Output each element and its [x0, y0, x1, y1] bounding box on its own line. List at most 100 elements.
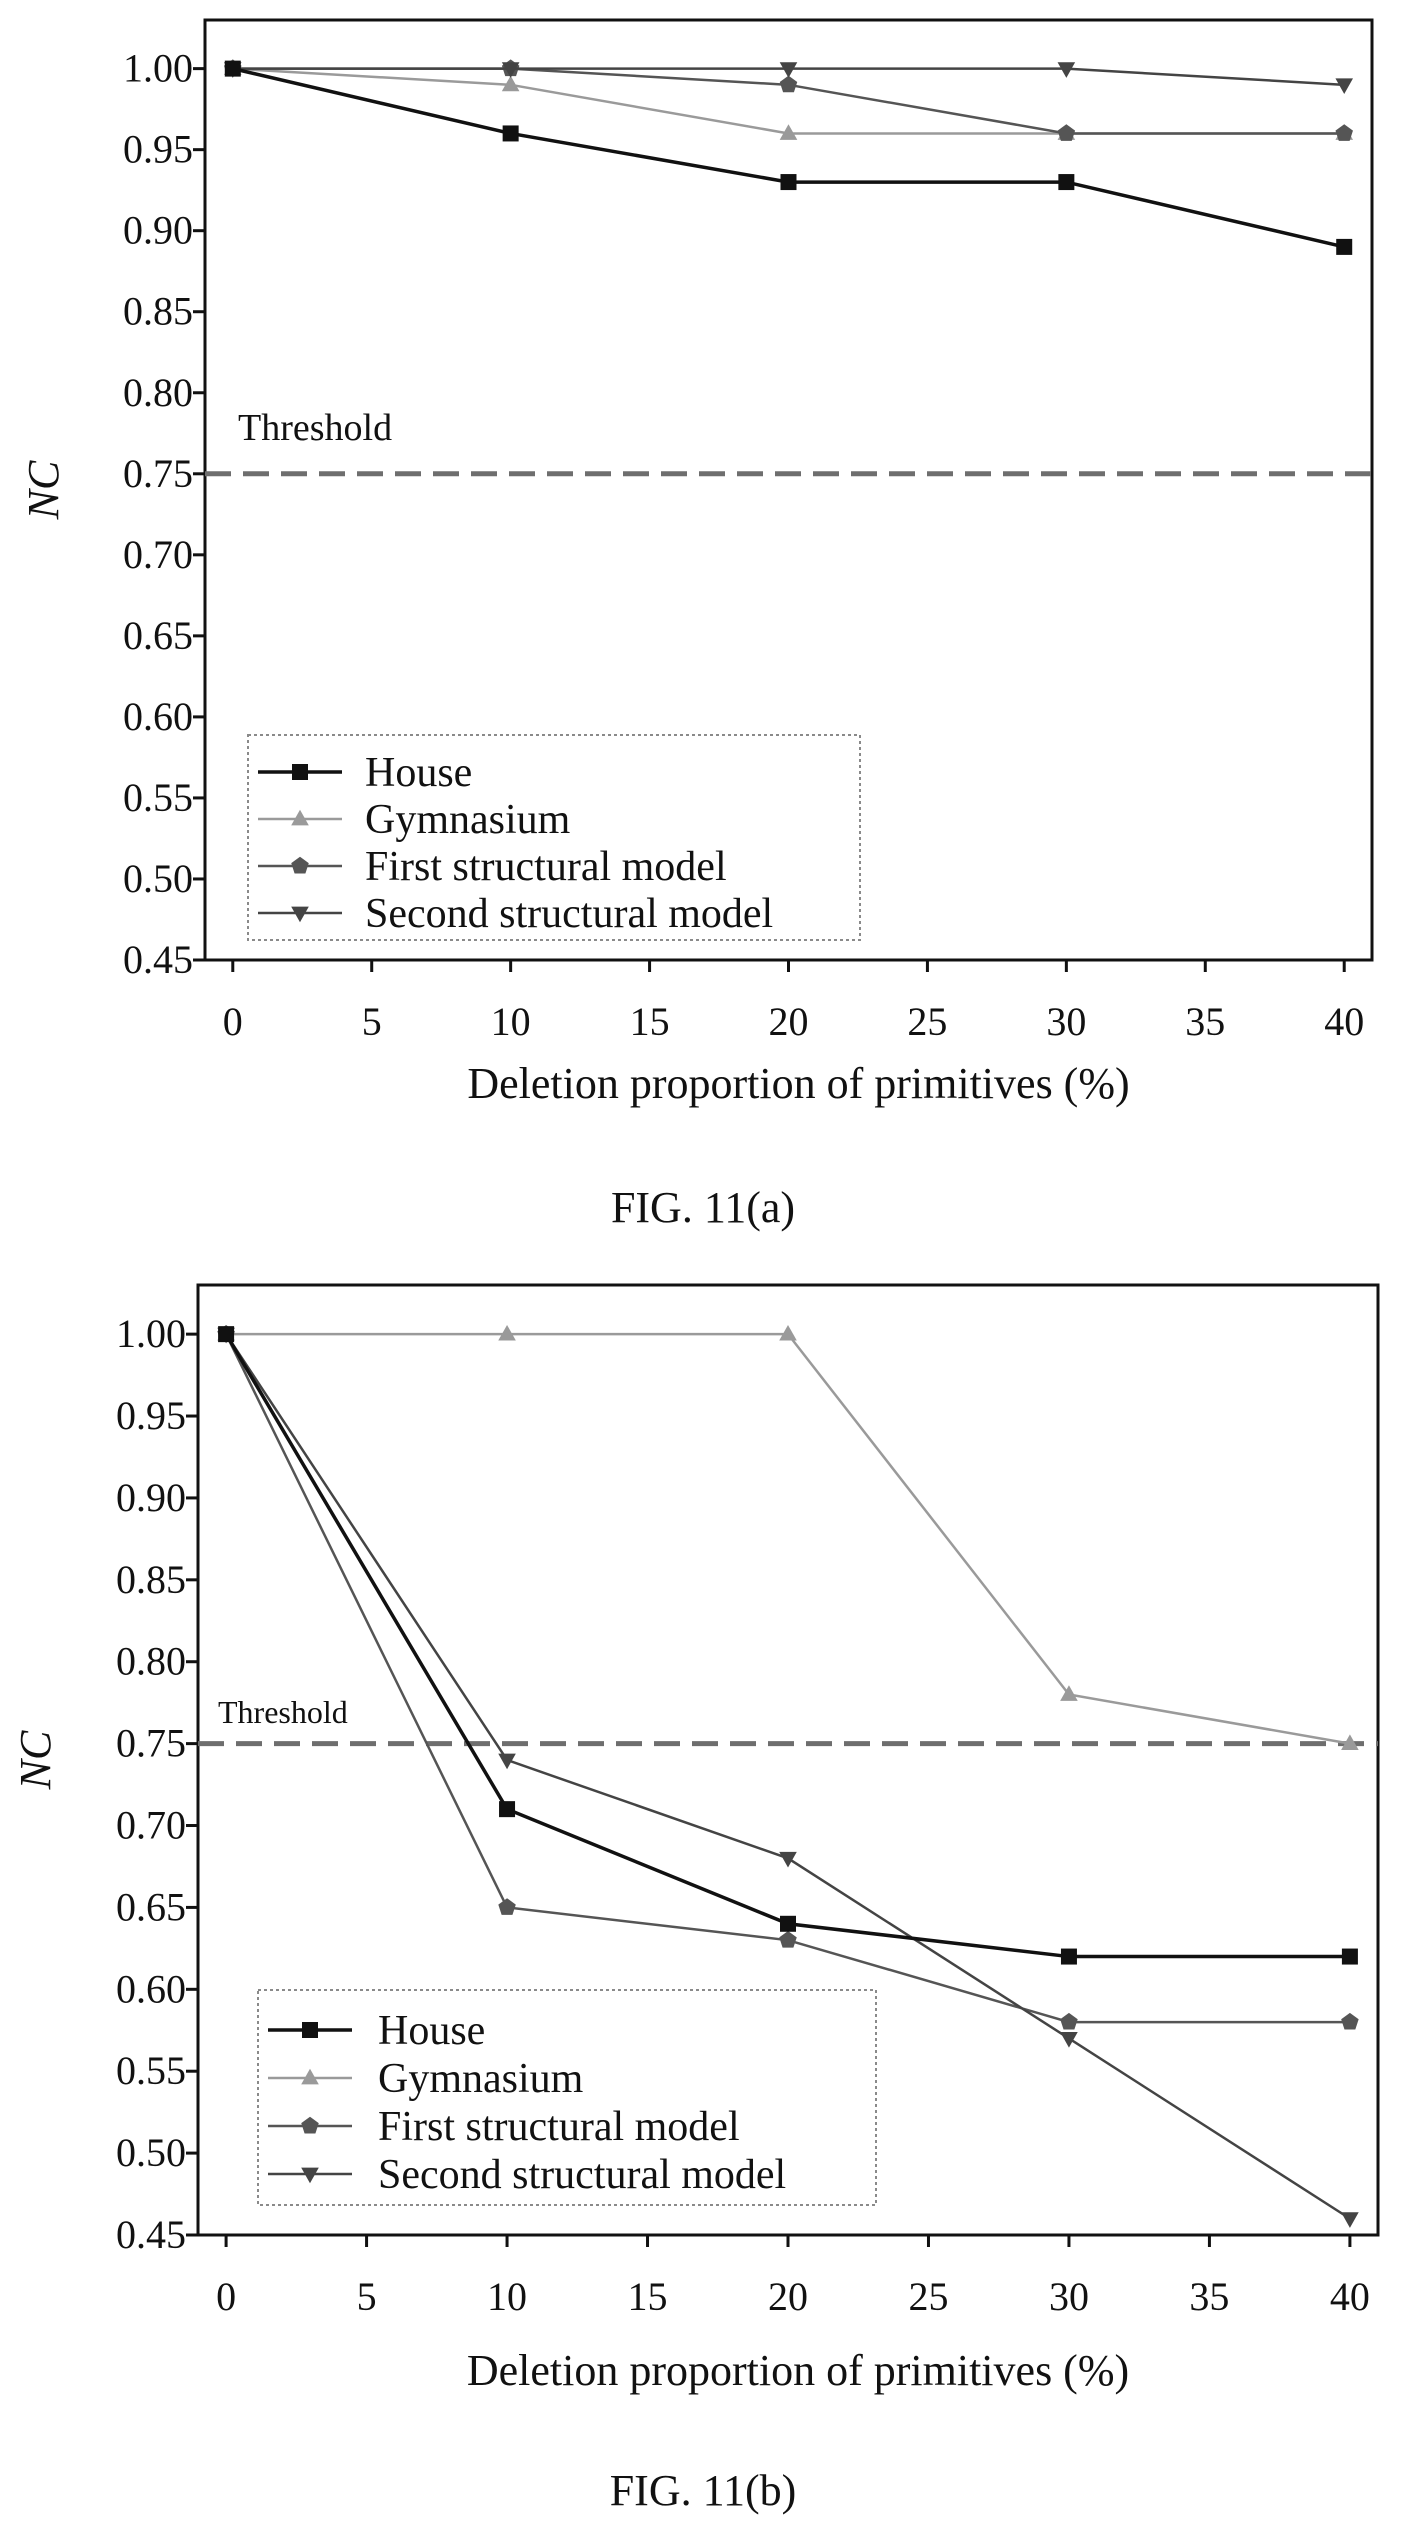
- legend-label: Second structural model: [365, 891, 773, 937]
- series-line: [226, 1332, 1351, 1745]
- series-house: [224, 60, 1353, 255]
- legend-box: [257, 1989, 877, 2206]
- y-axis-label: NC: [19, 460, 68, 520]
- x-tick-label: 10: [491, 999, 531, 1044]
- threshold-label: Threshold: [238, 407, 392, 449]
- y-tick-label: 1.00: [123, 46, 193, 91]
- data-point: [779, 1930, 797, 1948]
- series-house: [218, 1326, 1358, 1965]
- y-tick-label: 0.55: [123, 775, 193, 820]
- y-axis-label: NC: [11, 1730, 60, 1790]
- y-tick-label: 1.00: [116, 1311, 186, 1356]
- y-tick-label: 0.70: [123, 532, 193, 577]
- legend-label: First structural model: [378, 2104, 740, 2150]
- legend-item: Gymnasium: [268, 2056, 584, 2102]
- y-tick-label: 0.45: [123, 937, 193, 982]
- data-point: [1341, 1734, 1359, 1751]
- legend-label: Gymnasium: [378, 2056, 584, 2102]
- legend-marker: [292, 764, 308, 780]
- data-point: [779, 62, 798, 78]
- y-tick-label: 0.45: [116, 2212, 186, 2257]
- legend-label: First structural model: [365, 844, 727, 890]
- x-axis-label: Deletion proportion of primitives (%): [467, 2346, 1129, 2395]
- data-point: [498, 1753, 516, 1770]
- data-point: [498, 1898, 516, 1915]
- data-point: [1341, 1948, 1358, 1965]
- x-tick-label: 20: [769, 999, 809, 1044]
- y-tick-label: 0.70: [116, 1803, 186, 1848]
- legend-label: Gymnasium: [365, 797, 571, 843]
- data-point: [1058, 174, 1075, 191]
- series-gymnasium: [217, 1324, 1359, 1751]
- legend-item: House: [268, 2008, 485, 2054]
- data-point: [1060, 2012, 1078, 2030]
- legend-item: First structural model: [258, 844, 727, 890]
- y-tick-label: 0.90: [123, 208, 193, 253]
- x-tick-label: 10: [487, 2274, 527, 2319]
- x-tick-label: 5: [357, 2274, 377, 2319]
- y-tick-label: 0.75: [116, 1721, 186, 1766]
- chart-b: 0.45 0.50 0.55 0.60 0.65 0.70 0.75 0.80 0.85 0.90…: [11, 1283, 1380, 2515]
- x-tick-label: 25: [908, 2274, 948, 2319]
- legend-marker: [302, 2022, 318, 2038]
- data-point: [499, 1801, 516, 1818]
- data-point: [1335, 124, 1353, 141]
- data-point: [779, 75, 798, 93]
- x-tick-label: 35: [1189, 2274, 1229, 2319]
- figure-caption: FIG. 11(b): [610, 2466, 797, 2515]
- chart-a: 0.45 0.50 0.55 0.60 0.65 0.70 0.75 0.80 0.85 0.90…: [19, 18, 1374, 1232]
- data-point: [1335, 78, 1354, 95]
- y-tick-label: 0.60: [123, 694, 193, 739]
- x-tick-label: 15: [628, 2274, 668, 2319]
- data-point: [780, 1915, 796, 1932]
- x-tick-label: 5: [362, 999, 382, 1044]
- data-point: [1060, 1948, 1077, 1965]
- data-point: [1057, 124, 1076, 141]
- data-point: [1341, 2212, 1359, 2228]
- data-point: [1336, 238, 1353, 255]
- legend-marker: [301, 2116, 319, 2134]
- figure-caption: FIG. 11(a): [611, 1183, 795, 1232]
- data-point: [501, 75, 520, 92]
- x-axis-label: Deletion proportion of primitives (%): [467, 1059, 1129, 1108]
- data-point: [224, 60, 241, 77]
- data-point: [1341, 2012, 1359, 2030]
- legend-item: Second structural model: [268, 2152, 786, 2198]
- x-tick-label: 40: [1330, 2274, 1370, 2319]
- legend-marker: [291, 809, 309, 826]
- data-point: [1057, 62, 1076, 78]
- legend-item: House: [258, 750, 472, 796]
- legend-item: Gymnasium: [258, 797, 571, 843]
- data-point: [779, 124, 798, 140]
- y-tick-label: 0.65: [116, 1884, 186, 1929]
- y-tick-label: 0.65: [123, 613, 193, 658]
- x-tick-label: 0: [216, 2274, 236, 2319]
- data-point: [218, 1326, 235, 1343]
- data-point: [779, 1324, 797, 1341]
- legend-marker: [291, 856, 309, 874]
- data-point: [1060, 1685, 1078, 1701]
- y-tick-label: 0.55: [116, 2048, 186, 2093]
- data-point: [502, 125, 519, 142]
- legend-box: [247, 734, 861, 941]
- x-tick-label: 35: [1185, 999, 1225, 1044]
- legend-label: House: [365, 750, 472, 796]
- y-tick-label: 0.80: [116, 1639, 186, 1684]
- legend-item: Second structural model: [258, 891, 773, 937]
- y-tick-label: 0.95: [116, 1393, 186, 1438]
- x-tick-label: 15: [630, 999, 670, 1044]
- y-tick-label: 0.75: [123, 451, 193, 496]
- x-tick-label: 20: [768, 2274, 808, 2319]
- x-tick-label: 30: [1049, 2274, 1089, 2319]
- x-tick-label: 40: [1324, 999, 1364, 1044]
- x-tick-label: 0: [223, 999, 243, 1044]
- legend-label: House: [378, 2008, 485, 2054]
- y-tick-label: 0.50: [116, 2130, 186, 2175]
- series-second-structural-model: [217, 1327, 1359, 2228]
- threshold-label: Threshold: [218, 1694, 348, 1730]
- legend-marker: [301, 2167, 319, 2184]
- y-tick-label: 0.50: [123, 856, 193, 901]
